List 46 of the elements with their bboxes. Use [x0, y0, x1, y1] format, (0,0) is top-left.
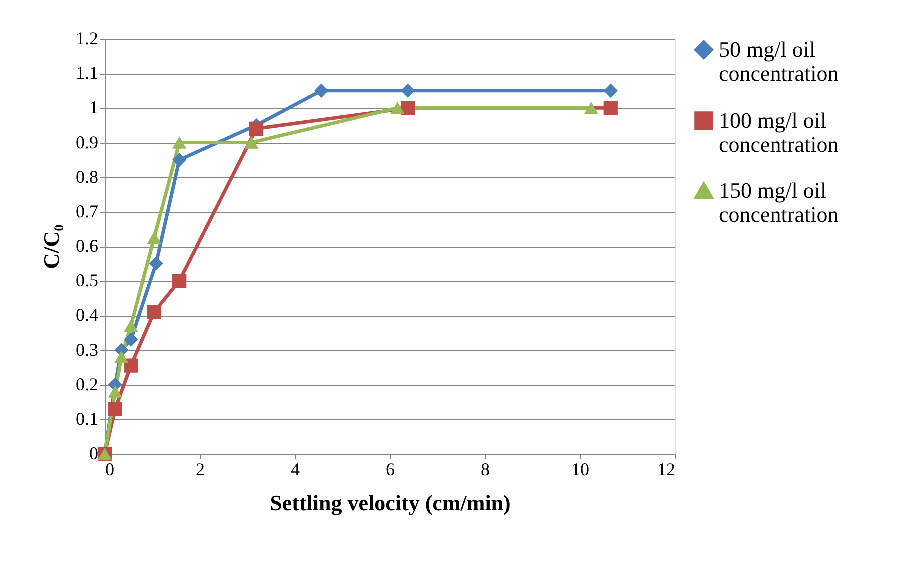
point — [584, 102, 598, 114]
legend-label: 150 mg/l oil concentration — [719, 178, 839, 227]
y-tick-label: 1 — [90, 98, 98, 118]
y-tick-label: 1.2 — [76, 28, 98, 48]
point — [244, 136, 259, 149]
point — [108, 402, 123, 416]
legend-label: 100 mg/l oil concentration — [719, 108, 839, 157]
point — [124, 332, 138, 347]
y-tick-label: 0.5 — [76, 270, 98, 291]
x-tick-label: 12 — [658, 460, 676, 480]
point — [124, 358, 138, 373]
point — [172, 152, 187, 168]
y-tick-label: 0.8 — [76, 166, 98, 187]
point — [147, 305, 162, 320]
point — [147, 232, 162, 244]
y-tick-label: 0.1 — [76, 408, 98, 429]
point — [172, 136, 187, 149]
point — [604, 101, 618, 116]
x-tick-label: 2 — [196, 460, 205, 480]
point — [172, 274, 187, 288]
point — [149, 256, 164, 271]
y-axis-title: C/C₀ — [39, 224, 64, 270]
y-tick-label: 0 — [90, 444, 98, 464]
point — [114, 351, 129, 364]
point — [249, 122, 264, 136]
legend-label: 50 mg/l oil concentration — [719, 37, 839, 86]
point — [390, 102, 405, 114]
point — [400, 101, 416, 116]
x-tick-label: 10 — [572, 460, 590, 480]
point — [604, 84, 618, 98]
x-tick-label: 0 — [106, 460, 114, 480]
y-tick-label: 0.7 — [76, 201, 98, 222]
y-tick-label: 0.6 — [76, 236, 98, 256]
y-tick-label: 0.9 — [76, 132, 98, 152]
x-tick-label: 4 — [291, 460, 300, 480]
y-tick-label: 0.4 — [76, 305, 98, 326]
point — [124, 320, 138, 332]
x-tick-label: 6 — [386, 460, 395, 480]
x-tick-label: 8 — [481, 460, 490, 480]
point — [314, 84, 329, 98]
y-tick-label: 1.1 — [76, 63, 98, 84]
point — [400, 84, 416, 98]
y-tick-label: 0.2 — [76, 374, 98, 394]
x-axis-title: Settling velocity (cm/min) — [270, 490, 511, 516]
point — [108, 386, 123, 398]
y-tick-label: 0.3 — [76, 340, 98, 360]
